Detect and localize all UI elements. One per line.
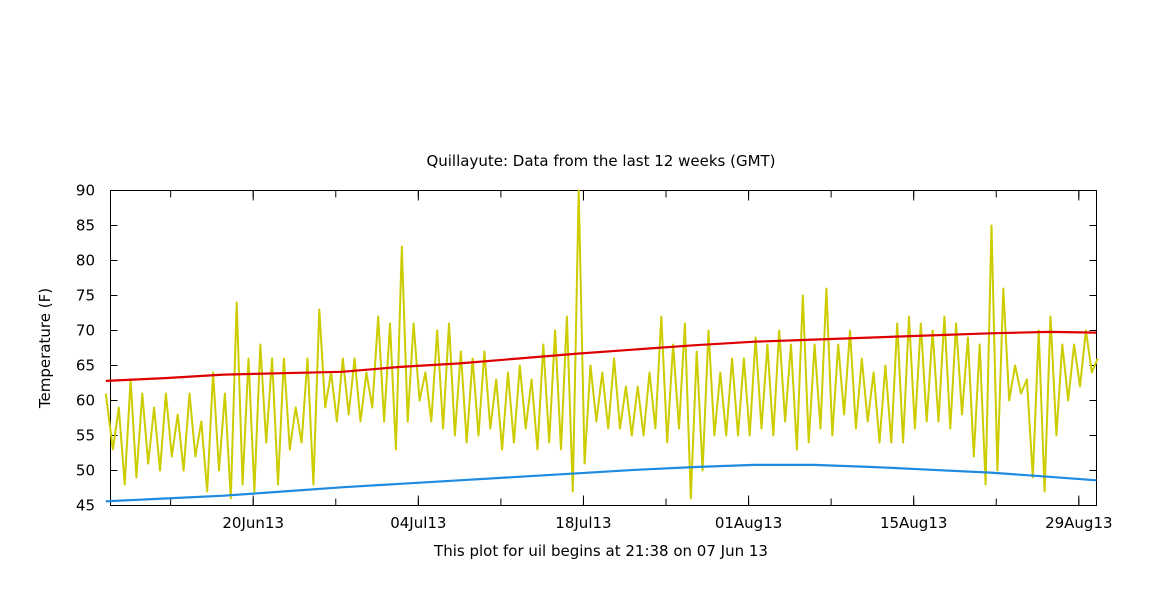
x-tick-label: 01Aug13 (715, 514, 782, 532)
record-high-line (105, 330, 1097, 382)
y-tick-label: 80 (76, 252, 95, 270)
x-tick-label: 29Aug13 (1045, 514, 1112, 532)
x-tick-label: 18Jul13 (555, 514, 611, 532)
y-tick-label: 65 (76, 357, 95, 375)
x-tick-label: 04Jul13 (390, 514, 446, 532)
y-tick-label: 55 (76, 427, 95, 445)
x-tick-label: 20Jun13 (222, 514, 284, 532)
y-axis-label: Temperature (F) (36, 288, 54, 409)
x-tick-label: 15Aug13 (880, 514, 947, 532)
plot-frame (110, 190, 1097, 506)
x-axis-label: This plot for uil begins at 21:38 on 07 … (433, 542, 768, 560)
y-tick-label: 75 (76, 287, 95, 305)
y-tick-label: 90 (76, 182, 95, 200)
chart-title: Quillayute: Data from the last 12 weeks … (426, 152, 775, 170)
y-tick-label: 85 (76, 217, 95, 235)
plot-series (104, 189, 1099, 503)
y-tick-label: 50 (76, 462, 95, 480)
y-axis: 45 50 55 60 65 70 75 80 85 90 (76, 182, 1097, 515)
y-tick-label: 70 (76, 322, 95, 340)
y-tick-label: 60 (76, 392, 95, 410)
x-axis: 20Jun13 04Jul13 18Jul13 01Aug13 15Aug13 29Aug… (170, 190, 1113, 532)
y-tick-label: 45 (76, 497, 95, 515)
observed-temperature-line (104, 189, 1099, 500)
record-low-line (105, 463, 1097, 503)
